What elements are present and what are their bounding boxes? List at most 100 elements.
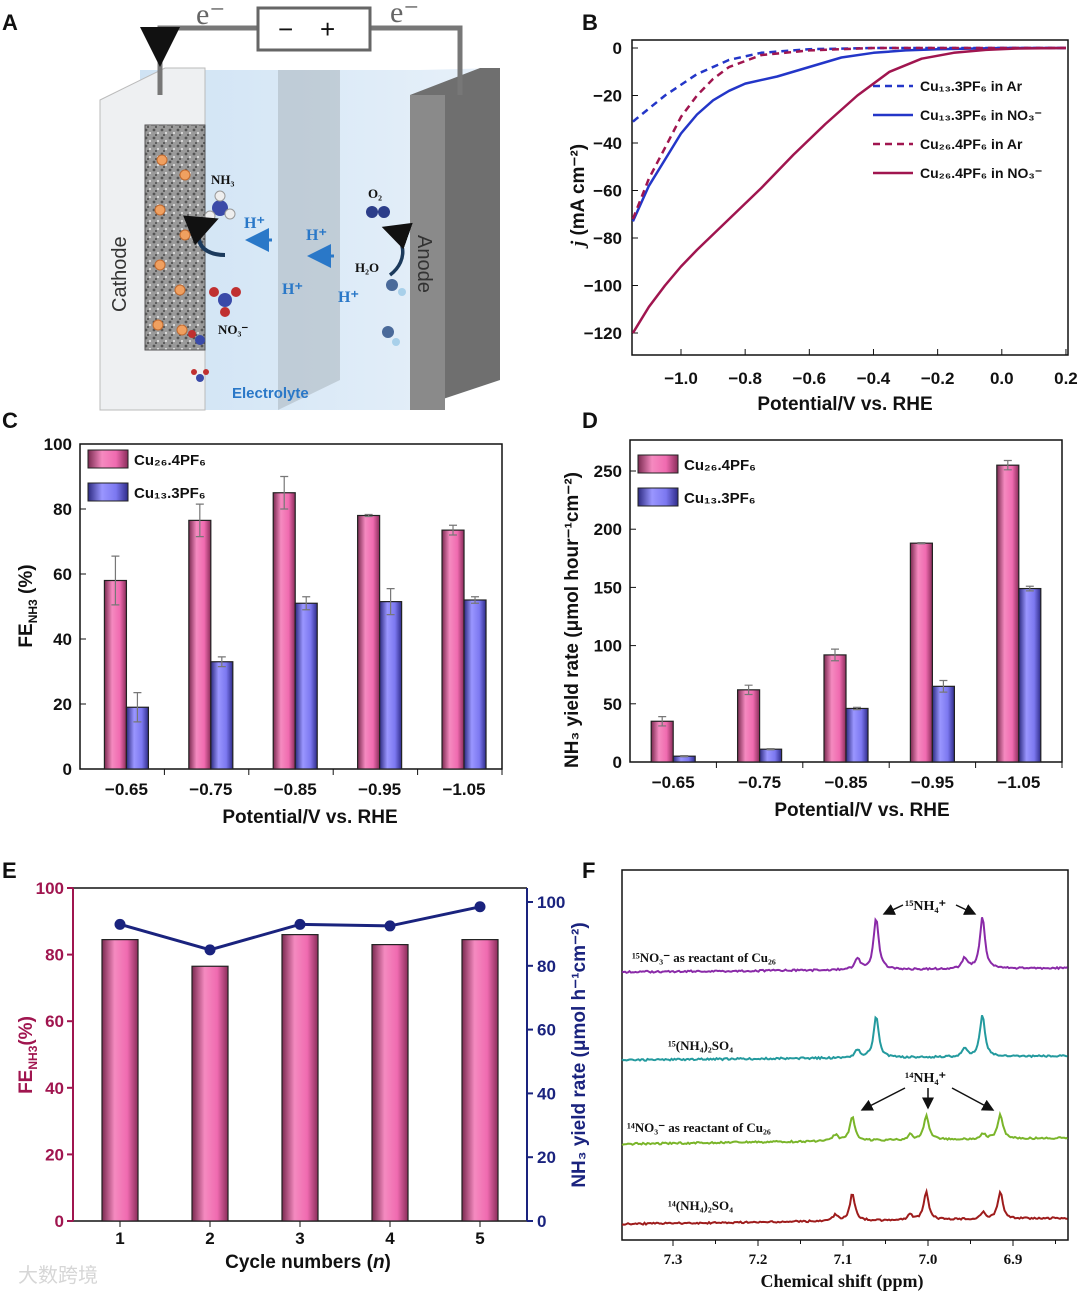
electrolyte-label: Electrolyte: [232, 385, 309, 402]
x-axis-label: Cycle numbers (n): [225, 1252, 391, 1273]
error-bar: [1025, 585, 1034, 592]
bar: [758, 748, 783, 763]
y-tick-label: 20: [53, 695, 72, 714]
x-tick-label: 3: [295, 1229, 304, 1248]
error-bar: [111, 555, 120, 606]
no3-molecule-small: [188, 330, 209, 382]
n14-annotation: ¹⁴NH₄⁺: [905, 1071, 946, 1086]
bar: [101, 939, 139, 1222]
right-y-tick-label: 60: [537, 1021, 556, 1040]
yield-rate-chart: 0 50 100 150 200 250 −0.65 −0.75 −0.85 −0.95 −1.05…: [562, 439, 1063, 821]
x-tick-label: −0.75: [189, 780, 232, 799]
x-axis-label: Potential/V vs. RHE: [757, 394, 932, 415]
y-tick-label: −120: [584, 324, 622, 343]
yield-point: [474, 901, 486, 913]
panel-label-c: C: [2, 408, 18, 433]
y-axis-label: j (mA cm⁻²): [568, 144, 589, 249]
x-tick-label: −0.85: [274, 780, 317, 799]
series-line: [631, 46, 1067, 334]
legend-swatch: [637, 454, 679, 474]
y-tick-label: 50: [603, 695, 622, 714]
no3-label: NO₃⁻: [218, 322, 248, 337]
reaction-arrow-cathode: [183, 215, 226, 257]
bar: [294, 602, 318, 770]
x-tick-label: 7.0: [919, 1252, 938, 1268]
left-y-tick-label: 100: [36, 879, 64, 898]
o2-molecule: [366, 206, 390, 218]
left-y-tick-label: 0: [55, 1212, 64, 1231]
x-tick-label: 7.3: [664, 1252, 683, 1268]
left-y-tick-label: 80: [45, 946, 64, 965]
error-bar: [280, 475, 289, 510]
right-y-tick-label: 20: [537, 1148, 556, 1167]
error-bar: [364, 513, 373, 518]
legend-label: Cu₂₆.4PF₆: [134, 452, 206, 469]
error-bar: [133, 692, 142, 723]
x-tick-label: −1.0: [664, 369, 698, 388]
bar: [909, 542, 934, 763]
x-tick-label: 6.9: [1004, 1252, 1023, 1268]
h2o-label: H₂O: [355, 260, 379, 275]
x-tick-label: 7.2: [749, 1252, 768, 1268]
annotation-arrows: [860, 904, 995, 1111]
x-tick-label: −0.95: [911, 773, 954, 792]
spectrum-line: [621, 1014, 1068, 1062]
bar: [272, 492, 296, 770]
battery-plus: +: [320, 14, 335, 44]
h-plus-1: H⁺: [244, 215, 265, 232]
bar: [441, 529, 465, 770]
y-tick-label: 40: [53, 630, 72, 649]
plot-frame: [631, 39, 1069, 356]
error-bar: [471, 596, 480, 604]
x-tick-label: −1.05: [443, 780, 486, 799]
h2o-molecules: [382, 279, 406, 346]
yield-point: [384, 920, 396, 932]
electron-right: e⁻: [390, 0, 419, 29]
nh3-label: NH₃: [211, 172, 235, 187]
x-tick-label: 1: [115, 1229, 124, 1248]
anode-face: [410, 95, 445, 410]
plot-frame: [621, 869, 1069, 1241]
legend-label: Cu₂₆.4PF₆ in NO₃⁻: [920, 165, 1042, 181]
y-tick-label: 0: [613, 39, 622, 58]
bar: [357, 514, 381, 770]
o2-label: O₂: [368, 186, 382, 201]
n15-annotation: ¹⁵NH₄⁺: [905, 899, 946, 914]
yield-point: [204, 944, 216, 956]
bar: [371, 944, 409, 1222]
bar: [1018, 587, 1042, 763]
error-bar: [302, 596, 311, 611]
error-bar: [744, 684, 753, 696]
faradaic-efficiency-chart: 0 20 40 60 80 100 −0.65 −0.75 −0.85 −0.95 −1.05 Cu₂…: [16, 435, 503, 828]
x-tick-label: −0.85: [824, 773, 867, 792]
spectrum-line: [621, 1110, 1068, 1146]
error-bar: [680, 754, 689, 758]
bar: [650, 720, 674, 763]
x-tick-label: 0.0: [990, 369, 1014, 388]
left-y-tick-label: 20: [45, 1145, 64, 1164]
bar: [188, 519, 212, 770]
y-tick-label: 200: [594, 520, 622, 539]
y-tick-label: 150: [594, 578, 622, 597]
right-y-tick-label: 80: [537, 957, 556, 976]
bar: [823, 654, 847, 763]
y-tick-label: −20: [593, 87, 622, 106]
y-tick-label: 80: [53, 500, 72, 519]
spectrum-line: [621, 1187, 1068, 1226]
no3-molecule: [209, 287, 241, 317]
legend-label: Cu₂₆.4PF₆ in Ar: [920, 136, 1023, 152]
y-tick-label: 250: [594, 462, 622, 481]
bar: [845, 707, 869, 763]
x-tick-label: 0.2: [1054, 369, 1078, 388]
reaction-arrow-anode: [381, 222, 413, 277]
error-bar: [658, 716, 667, 727]
bar: [463, 599, 487, 770]
cycling-stability-chart: 0 20 40 60 80 100 0 20 40 60 80 100 1 2 3 4 5 Cycle numb…: [16, 879, 590, 1273]
panel-label-f: F: [582, 858, 595, 883]
x-tick-label: 4: [385, 1229, 395, 1248]
series-line: [631, 46, 1066, 220]
error-bar: [831, 648, 839, 662]
watermark: 大数跨境: [18, 1264, 98, 1287]
legend-swatch: [87, 449, 129, 469]
